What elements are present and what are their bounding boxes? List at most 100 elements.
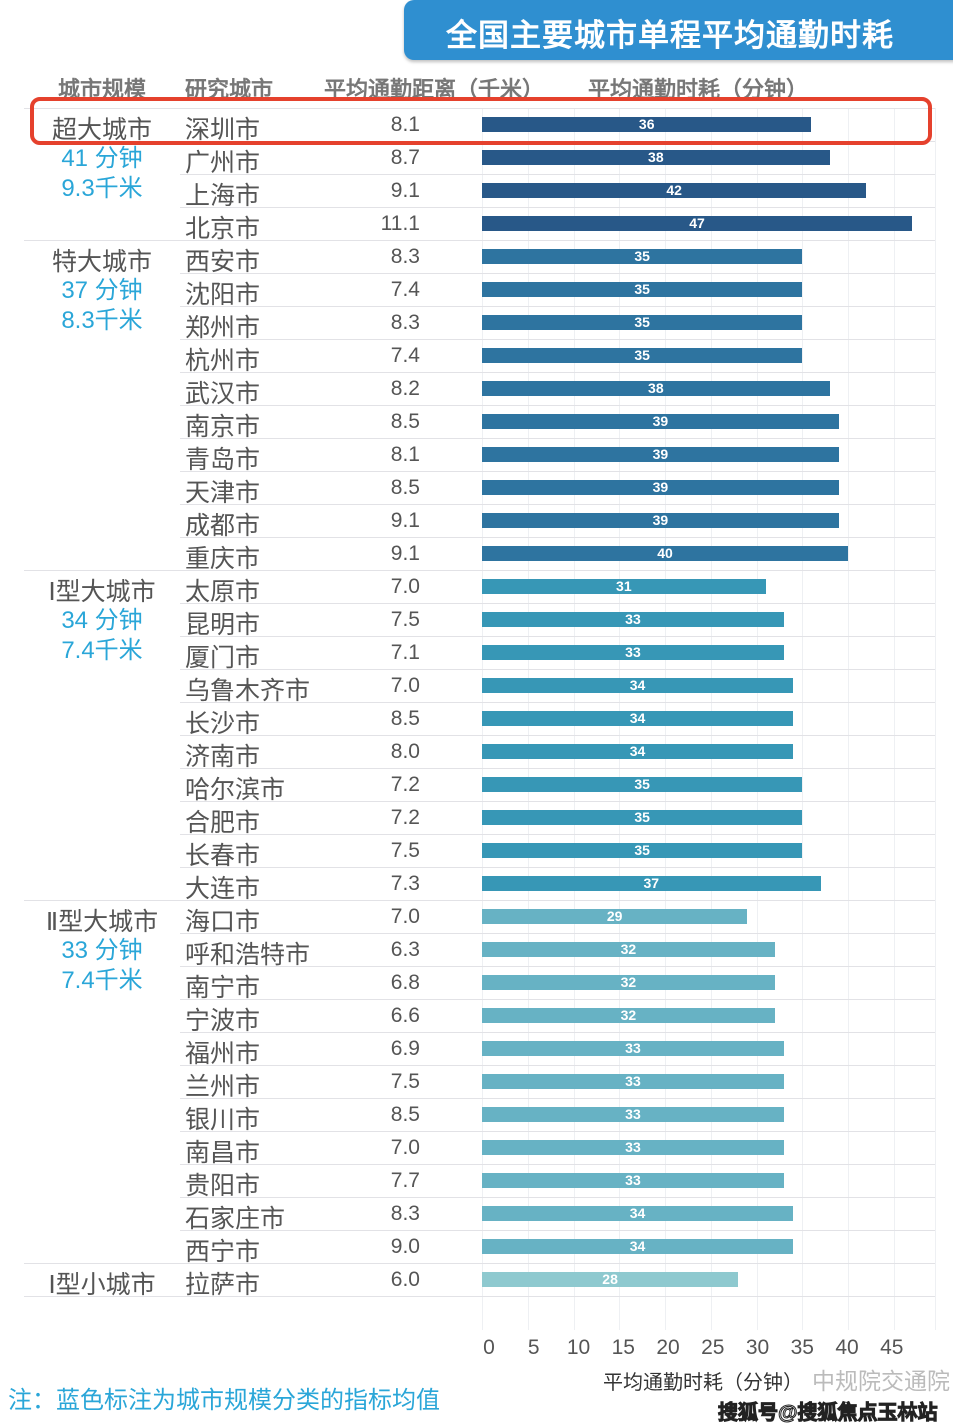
bar-label: 33	[625, 611, 641, 627]
distance-value: 8.5	[390, 707, 420, 730]
x-tick-label: 5	[527, 1336, 540, 1359]
watermark-source: 中规院交通院	[812, 1368, 950, 1394]
bar-label: 33	[625, 1172, 641, 1188]
city-name: 南京市	[185, 413, 261, 441]
distance-value: 11.1	[380, 212, 420, 235]
x-axis-label: 平均通勤时耗（分钟）	[603, 1372, 803, 1394]
bar-label: 38	[648, 149, 664, 165]
distance-value: 6.9	[390, 1037, 420, 1060]
row-divider	[24, 570, 935, 571]
bar	[482, 843, 803, 858]
row-divider	[180, 1230, 935, 1231]
category-avg-time: 34 分钟	[61, 607, 143, 634]
bar-label: 34	[629, 743, 646, 759]
row-divider	[180, 372, 935, 373]
bar	[482, 744, 794, 759]
row-divider	[180, 306, 935, 307]
x-tick-label: 45	[880, 1336, 904, 1359]
bar	[482, 1008, 775, 1023]
row-divider	[180, 834, 935, 835]
bar	[482, 150, 830, 165]
city-name: 宁波市	[185, 1007, 261, 1035]
bar-label: 33	[625, 1106, 641, 1122]
city-name: 郑州市	[185, 314, 261, 342]
bar	[482, 348, 803, 363]
distance-value: 8.3	[390, 311, 420, 334]
bar-label: 37	[643, 875, 660, 891]
distance-value: 8.1	[390, 113, 420, 136]
city-name: 青岛市	[185, 446, 261, 474]
city-name: 太原市	[185, 578, 261, 606]
row-divider	[180, 339, 935, 340]
bar	[482, 249, 803, 264]
bar	[482, 414, 839, 429]
city-name: 长春市	[185, 842, 261, 870]
x-tick-label: 20	[656, 1336, 680, 1359]
distance-value: 7.5	[390, 839, 420, 862]
x-tick-label: 15	[611, 1336, 635, 1359]
bar	[482, 1041, 784, 1056]
grid-line	[802, 108, 804, 1330]
distance-value: 9.0	[390, 1235, 420, 1258]
grid-line	[935, 108, 936, 1330]
city-name: 长沙市	[185, 710, 261, 738]
header-distance: 平均通勤距离（千米）	[324, 77, 545, 98]
bar	[482, 282, 803, 297]
bar	[482, 1173, 784, 1188]
row-divider	[180, 174, 935, 175]
row-divider	[180, 438, 935, 439]
bar	[482, 1272, 739, 1287]
bar-label: 33	[625, 644, 641, 660]
bar	[482, 810, 803, 825]
row-divider	[24, 1263, 935, 1264]
row-divider	[180, 1032, 935, 1033]
bar-label: 36	[638, 116, 655, 132]
distance-value: 8.5	[390, 1103, 420, 1126]
distance-value: 7.0	[390, 905, 420, 928]
bar	[482, 1239, 794, 1254]
city-name: 南宁市	[185, 974, 261, 1002]
row-divider	[180, 867, 935, 868]
bar-label: 35	[634, 347, 650, 363]
header-scale: 城市规模	[58, 77, 147, 98]
chart-title: 全国主要城市单程平均通勤时耗	[446, 18, 894, 53]
bar	[482, 315, 803, 330]
bar	[482, 579, 766, 594]
row-divider	[180, 1164, 935, 1165]
distance-value: 7.4	[390, 278, 420, 301]
row-divider	[180, 999, 935, 1000]
bar	[482, 381, 830, 396]
row-divider	[180, 471, 935, 472]
category-avg-time: 41 分钟	[61, 145, 143, 172]
bar	[482, 447, 839, 462]
city-name: 深圳市	[185, 116, 261, 144]
row-divider	[180, 801, 935, 802]
bar-label: 38	[648, 380, 664, 396]
header-city: 研究城市	[185, 77, 274, 98]
bar-label: 28	[602, 1271, 618, 1287]
row-divider	[180, 1197, 935, 1198]
distance-value: 7.0	[390, 575, 420, 598]
distance-value: 7.0	[390, 1136, 420, 1159]
city-name: 西宁市	[185, 1238, 261, 1266]
bar	[482, 1074, 784, 1089]
bar-label: 35	[634, 248, 650, 264]
category-name: Ⅱ型大城市	[45, 908, 159, 936]
row-divider	[180, 273, 935, 274]
bar	[482, 1107, 784, 1122]
city-name: 南昌市	[185, 1139, 261, 1167]
bar-label: 40	[657, 545, 673, 561]
row-divider	[24, 900, 935, 901]
category-avg-distance: 7.4千米	[61, 967, 143, 994]
city-name: 北京市	[185, 215, 261, 243]
bar-label: 39	[652, 512, 669, 528]
row-divider	[180, 768, 935, 769]
bar	[482, 645, 784, 660]
row-divider	[180, 207, 935, 208]
bar-label: 32	[620, 974, 637, 990]
city-name: 银川市	[185, 1106, 261, 1134]
distance-value: 8.0	[390, 740, 420, 763]
distance-value: 6.8	[390, 971, 420, 994]
row-divider	[180, 504, 935, 505]
bar	[482, 480, 839, 495]
